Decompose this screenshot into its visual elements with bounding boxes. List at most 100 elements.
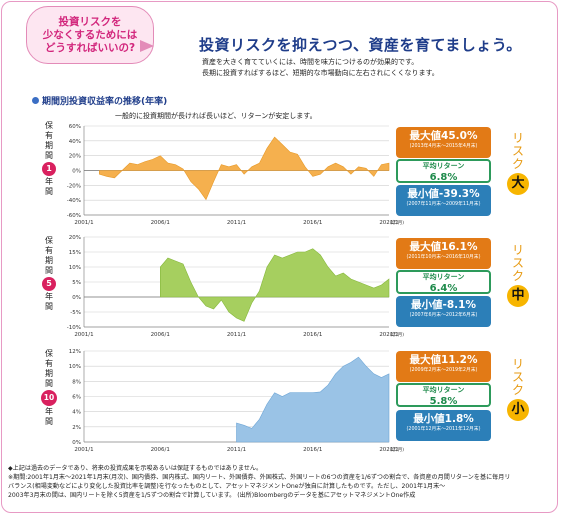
lead-text: 資産を大きく育てていくには、時間を味方につけるのが効果的です。 長期に投資すれば…: [202, 57, 439, 79]
y-tick-label: -40%: [67, 198, 81, 204]
period-char: 期: [45, 369, 53, 378]
risk-char: ス: [511, 256, 524, 270]
y-tick-label: 15%: [69, 250, 81, 256]
x-tick-label: 2021/1: [379, 447, 398, 453]
x-tick-label: 2001/1: [74, 220, 93, 226]
min-period: (2007年6月末〜2012年6月末): [409, 313, 478, 318]
x-tick-label: 2006/1: [151, 447, 170, 453]
page-headline: 投資リスクを抑えつつ、資産を育てましょう。: [199, 36, 522, 54]
footnote-line: バランス(相場変動などにより変化した投資比率を調整)を行なったものとして、アセッ…: [8, 483, 446, 490]
period-char: 期: [45, 141, 53, 150]
series-area: [160, 248, 390, 322]
y-tick-label: 20%: [69, 154, 81, 160]
x-tick-label: 2021/1: [379, 332, 398, 338]
bubble-line: 投資リスクを: [58, 15, 122, 28]
question-bubble: 投資リスクを 少なくするためには どうすればいいの?: [26, 6, 154, 64]
y-tick-label: 40%: [69, 139, 81, 145]
period-number-badge: 1: [42, 162, 56, 176]
average-value: 5.8%: [429, 396, 458, 407]
y-tick-label: 10%: [69, 364, 81, 370]
min-period: (2007年11月末〜2009年11月末): [406, 202, 481, 207]
average-return-box: 平均リターン 5.8%: [396, 383, 491, 407]
min-value-box: 最小値-8.1% (2007年6月末〜2012年6月末): [396, 296, 491, 327]
y-tick-label: 5%: [72, 280, 81, 286]
period-label-10y: 保 有 期 間 10 年 間: [40, 349, 58, 427]
footnote-line: 2003年3月末の間は、国内リートを除く5資産を1/5ずつの割合で計算しています…: [8, 492, 416, 499]
x-unit-label: (年/月): [390, 446, 404, 453]
period-label-1y: 保 有 期 間 1 年 間: [40, 121, 58, 197]
x-tick-label: 2006/1: [151, 220, 170, 226]
period-char: 保: [45, 349, 53, 358]
risk-level-badge: 大: [507, 173, 529, 195]
x-tick-label: 2016/1: [303, 447, 322, 453]
risk-char: リ: [511, 243, 524, 257]
average-label: 平均リターン: [422, 386, 465, 394]
period-char: 間: [45, 379, 53, 388]
x-tick-label: 2006/1: [151, 332, 170, 338]
bubble-line: どうすればいいの?: [44, 41, 136, 54]
period-char: 有: [45, 131, 53, 140]
x-unit-label: (年/月): [390, 219, 404, 226]
risk-char: リ: [511, 131, 524, 145]
y-tick-label: 8%: [72, 379, 81, 385]
period-char: 間: [45, 266, 53, 275]
min-value-box: 最小値1.8% (2001年12月末〜2011年12月末): [396, 410, 491, 441]
footnote-line: ※期間:2001年1月末〜2021年1月末(月次)、国内債券、国内株式、国内リー…: [8, 474, 511, 481]
average-value: 6.4%: [429, 283, 458, 294]
period-char: 期: [45, 256, 53, 265]
x-tick-label: 2001/1: [74, 332, 93, 338]
section-title-text: 期間別投資収益率の推移(年率): [42, 97, 168, 107]
series-area: [236, 356, 390, 443]
min-value: 最小値-39.3%: [407, 188, 480, 200]
bullet-dot-icon: [32, 97, 39, 104]
average-label: 平均リターン: [422, 273, 465, 281]
max-value: 最大値16.1%: [409, 241, 478, 253]
risk-char: ク: [511, 383, 524, 397]
max-period: (2009年2月末〜2019年2月末): [409, 368, 478, 373]
y-tick-label: 0%: [72, 295, 81, 301]
risk-char: リ: [511, 357, 524, 371]
series-area: [99, 136, 390, 201]
y-tick-label: 60%: [69, 124, 81, 130]
y-tick-label: 4%: [72, 410, 81, 416]
max-period: (2011年10月末〜2016年10月末): [406, 255, 481, 260]
chart-note: 一般的に投資期間が長ければ長いほど、リターンが安定します。: [115, 112, 317, 120]
y-tick-label: 10%: [69, 265, 81, 271]
lead-line: 資産を大きく育てていくには、時間を味方につけるのが効果的です。: [202, 58, 419, 66]
min-period: (2001年12月末〜2011年12月末): [406, 427, 481, 432]
y-tick-label: 0%: [72, 169, 81, 175]
average-return-box: 平均リターン 6.8%: [396, 159, 491, 183]
period-char: 間: [45, 151, 53, 160]
period-char: 年: [45, 292, 53, 301]
max-value: 最大値45.0%: [409, 130, 478, 142]
period-char: 間: [45, 417, 53, 426]
average-value: 6.8%: [429, 172, 458, 183]
bubble-line: 少なくするためには: [42, 28, 138, 41]
x-tick-label: 2011/1: [227, 220, 246, 226]
x-unit-label: (年/月): [390, 331, 404, 338]
x-tick-label: 2016/1: [303, 220, 322, 226]
x-tick-label: 2021/1: [379, 220, 398, 226]
risk-level-badge: 小: [507, 399, 529, 421]
risk-char: ク: [511, 157, 524, 171]
y-tick-label: 2%: [72, 425, 81, 431]
period-char: 間: [45, 302, 53, 311]
risk-level-badge: 中: [507, 285, 529, 307]
risk-indicator-high: リ ス ク 大: [505, 132, 531, 195]
period-label-5y: 保 有 期 間 5 年 間: [40, 236, 58, 312]
section-title: 期間別投資収益率の推移(年率): [32, 94, 167, 107]
min-value: 最小値-8.1%: [411, 299, 476, 311]
y-tick-label: -5%: [70, 310, 81, 316]
lead-line: 長期に投資すればするほど、短期的な市場動向に左右されにくくなります。: [202, 69, 439, 77]
max-value-box: 最大値11.2% (2009年2月末〜2019年2月末): [396, 351, 491, 382]
period-char: 保: [45, 121, 53, 130]
max-value: 最大値11.2%: [409, 354, 478, 366]
risk-char: ク: [511, 269, 524, 283]
min-value-box: 最小値-39.3% (2007年11月末〜2009年11月末): [396, 185, 491, 216]
y-tick-label: -60%: [67, 213, 81, 219]
risk-char: ス: [511, 370, 524, 384]
period-char: 年: [45, 407, 53, 416]
period-char: 間: [45, 187, 53, 196]
footnote: ◆上記は過去のデータであり、将来の投資成果を示唆あるいは保証するものではありませ…: [8, 464, 553, 500]
